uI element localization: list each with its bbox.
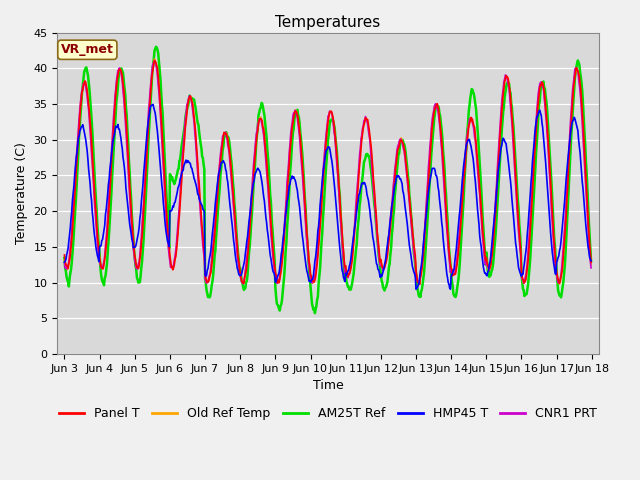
Legend: Panel T, Old Ref Temp, AM25T Ref, HMP45 T, CNR1 PRT: Panel T, Old Ref Temp, AM25T Ref, HMP45 …: [54, 402, 602, 425]
Title: Temperatures: Temperatures: [275, 15, 381, 30]
Y-axis label: Temperature (C): Temperature (C): [15, 143, 28, 244]
Text: VR_met: VR_met: [61, 43, 114, 56]
X-axis label: Time: Time: [313, 379, 344, 392]
